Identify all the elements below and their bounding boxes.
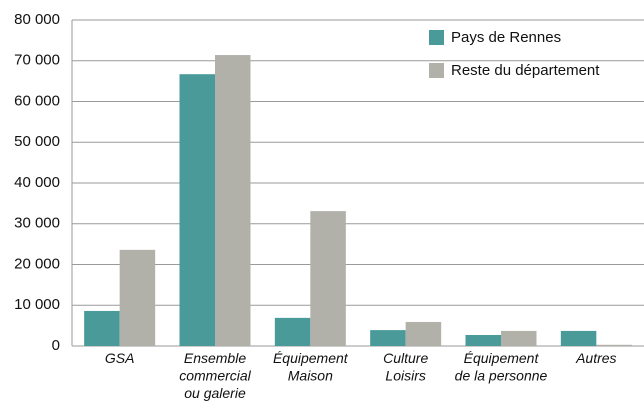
- x-tick-label: GSA: [105, 350, 135, 366]
- bar: [119, 249, 156, 346]
- bar: [501, 330, 537, 346]
- y-tick-label: 10 000: [14, 296, 60, 313]
- y-tick-label: 40 000: [14, 174, 60, 191]
- y-tick-label: 60 000: [14, 92, 60, 109]
- legend-label: Reste du département: [451, 62, 600, 79]
- bar: [215, 55, 251, 347]
- bar: [370, 330, 406, 346]
- bar: [274, 317, 311, 346]
- y-tick-label: 20 000: [14, 255, 60, 272]
- bar: [596, 344, 632, 346]
- bar: [84, 310, 120, 346]
- bar: [560, 330, 597, 346]
- bar: [465, 334, 501, 346]
- y-tick-label: 80 000: [14, 11, 60, 28]
- bar: [310, 211, 346, 346]
- legend-label: Pays de Rennes: [451, 29, 561, 46]
- y-tick-label: 70 000: [14, 52, 60, 69]
- x-tick-label: Autres: [575, 350, 616, 366]
- x-tick-label: Culture Loisirs: [383, 350, 428, 384]
- x-tick-label: Équipement Maison: [273, 350, 349, 384]
- legend-swatch: [429, 30, 444, 45]
- y-tick-label: 30 000: [14, 215, 60, 232]
- x-tick-label: Équipement de la personne: [455, 350, 548, 384]
- y-tick-label: 0: [52, 337, 60, 354]
- x-tick-label: Ensemble commercial ou galerie: [179, 350, 251, 401]
- bar: [405, 321, 442, 346]
- legend-swatch: [429, 63, 444, 78]
- y-tick-label: 50 000: [14, 133, 60, 150]
- bar: [179, 74, 215, 346]
